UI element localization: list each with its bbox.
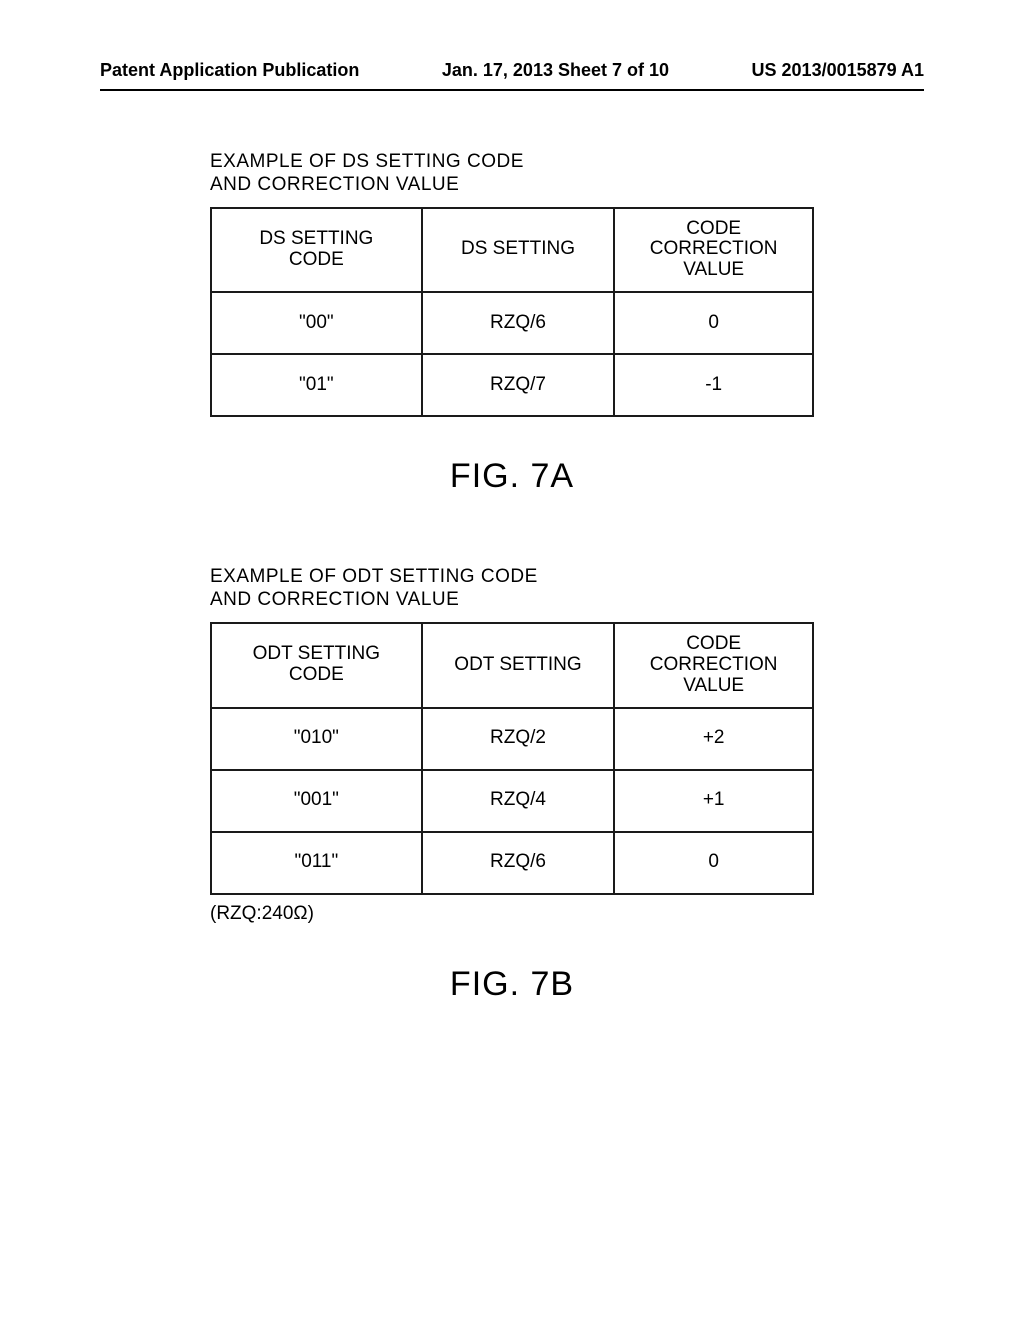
cell: "001"	[211, 770, 422, 832]
fig-7b-caption: EXAMPLE OF ODT SETTING CODE AND CORRECTI…	[210, 566, 814, 612]
fig-7a-block: EXAMPLE OF DS SETTING CODE AND CORRECTIO…	[210, 151, 814, 417]
fig-7a-caption-line2: AND CORRECTION VALUE	[210, 174, 459, 195]
cell: RZQ/2	[422, 708, 615, 770]
rzq-footnote: (RZQ:240Ω)	[210, 903, 814, 925]
table-row: "01" RZQ/7 -1	[211, 354, 813, 416]
table-row: "011" RZQ/6 0	[211, 832, 813, 894]
cell: 0	[614, 292, 813, 354]
cell: RZQ/6	[422, 292, 615, 354]
table-row: "00" RZQ/6 0	[211, 292, 813, 354]
cell: "010"	[211, 708, 422, 770]
header-mid: Jan. 17, 2013 Sheet 7 of 10	[442, 60, 669, 81]
fig-7a-label: FIG. 7A	[100, 457, 924, 496]
col-label: ODT SETTINGCODE	[253, 643, 380, 685]
col-label: CODECORRECTIONVALUE	[650, 633, 778, 696]
odt-setting-table: ODT SETTINGCODE ODT SETTING CODECORRECTI…	[210, 622, 814, 895]
fig-7a-caption-line1: EXAMPLE OF DS SETTING CODE	[210, 151, 524, 172]
page-header: Patent Application Publication Jan. 17, …	[100, 60, 924, 81]
fig-7b-label: FIG. 7B	[100, 965, 924, 1004]
col-label: DS SETTINGCODE	[259, 228, 373, 270]
col-ds-correction: CODECORRECTIONVALUE	[614, 208, 813, 293]
col-label: DS SETTING	[461, 238, 575, 259]
cell: RZQ/4	[422, 770, 615, 832]
fig-7b-block: EXAMPLE OF ODT SETTING CODE AND CORRECTI…	[210, 566, 814, 924]
header-right: US 2013/0015879 A1	[752, 60, 924, 81]
header-rule	[100, 89, 924, 91]
col-odt-setting: ODT SETTING	[422, 623, 615, 708]
col-label: ODT SETTING	[454, 654, 581, 675]
col-odt-code: ODT SETTINGCODE	[211, 623, 422, 708]
cell: RZQ/6	[422, 832, 615, 894]
cell: "01"	[211, 354, 422, 416]
table-header-row: DS SETTINGCODE DS SETTING CODECORRECTION…	[211, 208, 813, 293]
cell: -1	[614, 354, 813, 416]
col-label: CODECORRECTIONVALUE	[650, 218, 778, 281]
header-left: Patent Application Publication	[100, 60, 359, 81]
table-row: "010" RZQ/2 +2	[211, 708, 813, 770]
col-odt-correction: CODECORRECTIONVALUE	[614, 623, 813, 708]
cell: 0	[614, 832, 813, 894]
cell: "011"	[211, 832, 422, 894]
table-header-row: ODT SETTINGCODE ODT SETTING CODECORRECTI…	[211, 623, 813, 708]
fig-7b-caption-line2: AND CORRECTION VALUE	[210, 589, 459, 610]
table-row: "001" RZQ/4 +1	[211, 770, 813, 832]
col-ds-code: DS SETTINGCODE	[211, 208, 422, 293]
cell: +1	[614, 770, 813, 832]
ds-setting-table: DS SETTINGCODE DS SETTING CODECORRECTION…	[210, 207, 814, 418]
cell: "00"	[211, 292, 422, 354]
fig-7b-caption-line1: EXAMPLE OF ODT SETTING CODE	[210, 566, 538, 587]
page: Patent Application Publication Jan. 17, …	[0, 0, 1024, 1114]
col-ds-setting: DS SETTING	[422, 208, 615, 293]
fig-7a-caption: EXAMPLE OF DS SETTING CODE AND CORRECTIO…	[210, 151, 814, 197]
cell: +2	[614, 708, 813, 770]
cell: RZQ/7	[422, 354, 615, 416]
